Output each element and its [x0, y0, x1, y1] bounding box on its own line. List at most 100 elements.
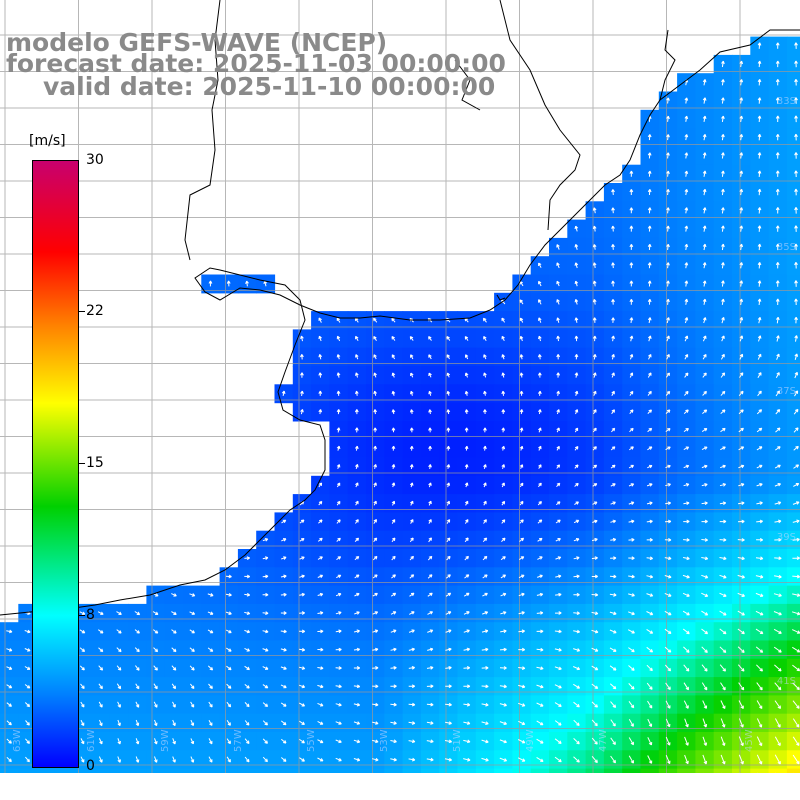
wind-arrow	[280, 647, 287, 652]
wind-arrow	[463, 684, 471, 689]
colorbar-tick-15: 15	[86, 455, 104, 471]
speed-cell	[475, 768, 495, 773]
wind-arrow	[554, 684, 562, 689]
wind-arrow	[465, 354, 469, 360]
wind-arrow	[591, 755, 598, 764]
wind-arrow	[355, 335, 359, 342]
wind-arrow	[117, 701, 121, 708]
wind-arrow	[573, 592, 580, 597]
wind-arrow	[609, 629, 617, 634]
wind-arrow	[409, 611, 415, 615]
wind-arrow	[591, 719, 598, 727]
wind-arrow	[483, 445, 487, 451]
wind-arrow	[262, 611, 269, 615]
colorbar-mark	[79, 463, 85, 464]
wind-arrow	[280, 684, 287, 689]
wind-arrow	[171, 611, 177, 615]
wind-arrow	[281, 556, 287, 560]
wind-arrow	[574, 335, 579, 342]
wind-arrow	[134, 611, 141, 616]
speed-cell	[677, 768, 696, 773]
wind-arrow	[701, 610, 709, 616]
wind-arrow	[738, 483, 745, 487]
wind-arrow	[372, 721, 379, 725]
wind-arrow	[171, 593, 177, 597]
wind-arrow	[611, 409, 615, 415]
wind-arrow	[519, 482, 524, 488]
speed-cell	[329, 768, 349, 773]
wind-arrow	[666, 97, 670, 104]
wind-arrow	[519, 354, 524, 360]
wind-arrow	[517, 757, 526, 762]
wind-arrow	[794, 225, 798, 232]
wind-arrow	[574, 262, 579, 269]
wind-arrow	[373, 372, 377, 378]
wind-arrow	[721, 317, 725, 324]
wind-arrow	[391, 445, 396, 451]
wind-arrow	[190, 756, 195, 763]
wind-arrow	[684, 225, 689, 232]
wind-arrow	[683, 538, 690, 542]
wind-arrow	[794, 115, 798, 123]
wind-arrow	[647, 700, 653, 709]
wind-arrow	[684, 115, 689, 122]
wind-arrow	[719, 519, 727, 524]
wind-arrow	[629, 225, 634, 232]
wind-arrow	[647, 189, 652, 196]
wind-arrow	[355, 500, 359, 506]
wind-arrow	[244, 574, 251, 579]
wind-arrow	[355, 354, 359, 360]
wind-arrow	[792, 501, 800, 505]
wind-arrow	[739, 280, 744, 287]
wind-arrow	[737, 628, 745, 635]
wind-arrow	[373, 409, 378, 415]
colorbar-mark	[79, 615, 85, 616]
speed-cell	[0, 768, 19, 773]
wind-arrow	[628, 611, 635, 616]
wind-arrow	[134, 647, 140, 653]
wind-arrow	[537, 537, 543, 542]
wind-arrow	[409, 482, 414, 488]
wind-arrow	[793, 427, 799, 433]
wind-arrow	[665, 736, 671, 746]
wind-arrow	[262, 720, 268, 726]
wind-arrow	[683, 446, 690, 451]
wind-arrow	[739, 298, 744, 305]
wind-arrow	[189, 683, 195, 690]
speed-cell	[732, 768, 751, 773]
wind-arrow	[574, 409, 579, 415]
wind-arrow	[80, 683, 85, 690]
lon-label: 45W	[744, 729, 755, 752]
wind-arrow	[537, 390, 542, 396]
wind-arrow	[538, 427, 542, 433]
wind-arrow	[538, 464, 542, 469]
wind-arrow	[463, 629, 470, 633]
wind-arrow	[446, 464, 451, 469]
wind-arrow	[446, 372, 451, 378]
wind-arrow	[391, 336, 396, 341]
wind-arrow	[499, 739, 507, 744]
speed-cell	[786, 128, 800, 147]
wind-arrow	[98, 738, 103, 745]
wind-arrow	[592, 446, 597, 451]
wind-arrow	[390, 592, 397, 597]
wind-arrow	[683, 519, 690, 524]
speed-cell	[201, 768, 221, 773]
wind-arrow	[445, 592, 452, 597]
wind-arrow	[794, 371, 798, 379]
wind-arrow	[794, 298, 798, 306]
wind-arrow	[756, 519, 763, 524]
wind-arrow	[446, 390, 451, 396]
wind-arrow	[794, 390, 799, 397]
wind-arrow	[538, 409, 542, 415]
wind-arrow	[408, 629, 415, 633]
wind-arrow	[739, 335, 744, 342]
wind-arrow	[647, 390, 652, 396]
wind-arrow	[739, 188, 744, 196]
wind-arrow	[666, 243, 670, 250]
wind-arrow	[428, 409, 432, 415]
wind-arrow	[135, 719, 140, 727]
wind-arrow	[755, 556, 764, 561]
wind-arrow	[756, 537, 764, 542]
wind-arrow	[756, 736, 763, 747]
